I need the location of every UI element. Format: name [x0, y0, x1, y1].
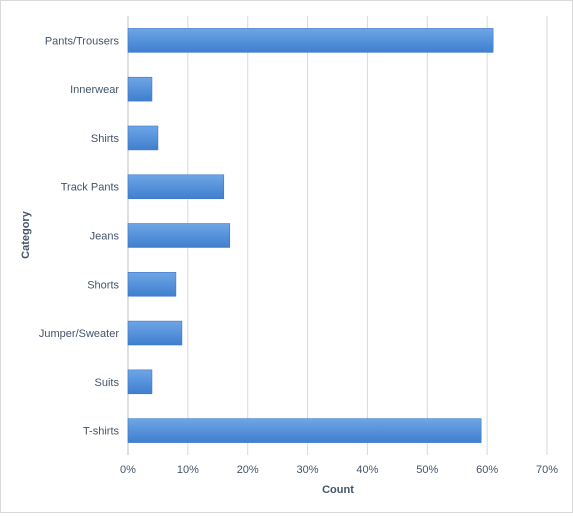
x-axis-title: Count — [322, 484, 354, 496]
x-tick-label: 50% — [416, 464, 438, 476]
x-tick-label: 30% — [297, 464, 319, 476]
category-label: Innerwear — [70, 84, 119, 96]
x-tick-label: 20% — [237, 464, 259, 476]
bars — [127, 28, 494, 443]
bar — [127, 369, 153, 395]
bar — [127, 28, 494, 53]
bar — [127, 125, 159, 151]
x-tick-label: 70% — [536, 464, 558, 476]
bar — [127, 174, 225, 199]
bar — [127, 418, 482, 443]
bar — [127, 320, 183, 346]
category-labels: Pants/Trousers Innerwear Shirts Track Pants… — [39, 35, 120, 437]
bar — [127, 76, 153, 102]
bar — [127, 223, 231, 248]
category-label: Jumper/Sweater — [39, 328, 119, 340]
category-label: T-shirts — [83, 426, 120, 438]
category-label: Shirts — [91, 133, 120, 145]
category-label: Shorts — [87, 279, 119, 291]
category-label: Track Pants — [61, 182, 120, 194]
x-tick-label: 40% — [356, 464, 378, 476]
x-tick-label: 0% — [120, 464, 136, 476]
x-tick-labels: 0% 10% 20% 30% 40% 50% 60% 70% — [120, 464, 558, 476]
x-tick-label: 60% — [476, 464, 498, 476]
x-tick-label: 10% — [177, 464, 199, 476]
bar — [127, 272, 177, 297]
category-label: Pants/Trousers — [45, 35, 120, 47]
category-label: Suits — [95, 377, 120, 389]
y-axis-title: Category — [20, 210, 32, 259]
gridlines — [127, 16, 548, 455]
category-label: Jeans — [90, 231, 120, 243]
